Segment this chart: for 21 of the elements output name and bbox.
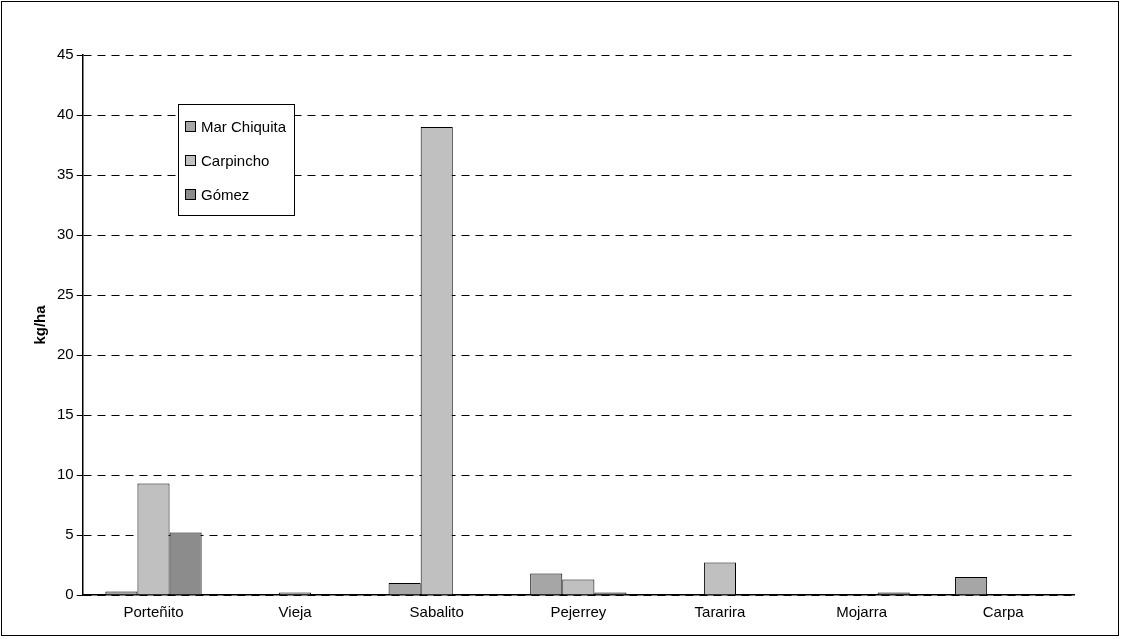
- y-tick-label: 0: [65, 585, 74, 603]
- x-tick-label: Sabalito: [409, 603, 464, 621]
- legend-label: Carpincho: [200, 150, 271, 171]
- y-tick-label: 35: [57, 165, 74, 183]
- x-tick-label: Vieja: [278, 603, 313, 621]
- y-axis-title: kg/ha: [31, 304, 49, 345]
- x-tick-label: Porteñito: [123, 603, 184, 621]
- y-tick-label: 5: [65, 525, 74, 543]
- legend-label: Mar Chiquita: [200, 116, 287, 137]
- x-tick-label: Carpa: [982, 603, 1025, 621]
- y-tick-label: 15: [57, 405, 74, 423]
- y-tick-label: 40: [57, 105, 74, 123]
- legend-label: Gómez: [200, 184, 251, 205]
- y-tick-label: 30: [57, 225, 74, 243]
- y-tick-label: 20: [57, 345, 74, 363]
- x-tick-label: Tararira: [694, 603, 747, 621]
- x-tick-label: Pejerrey: [550, 603, 607, 621]
- y-tick-label: 10: [57, 465, 74, 483]
- y-tick-label: 45: [57, 45, 74, 63]
- x-tick-label: Mojarra: [836, 603, 888, 621]
- y-tick-label: 25: [57, 285, 74, 303]
